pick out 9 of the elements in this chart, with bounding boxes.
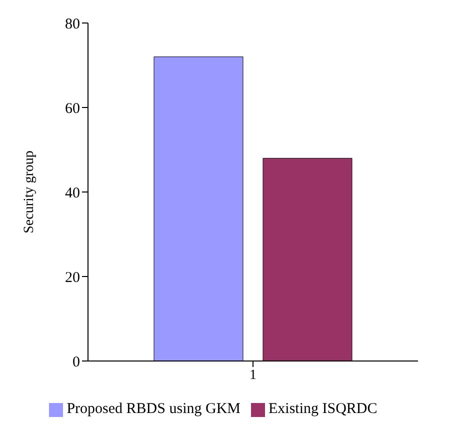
y-tick-label: 80 <box>65 16 80 32</box>
x-tick-label: 1 <box>250 368 256 383</box>
y-tick-label: 60 <box>65 100 80 117</box>
legend-label: Existing ISQRDC <box>268 401 378 417</box>
y-axis-title: Security group <box>22 150 37 234</box>
y-tick-label: 0 <box>72 354 80 370</box>
legend-label: Proposed RBDS using GKM <box>66 401 240 417</box>
y-tick-label: 40 <box>65 185 80 202</box>
y-tick-label: 20 <box>65 270 80 286</box>
